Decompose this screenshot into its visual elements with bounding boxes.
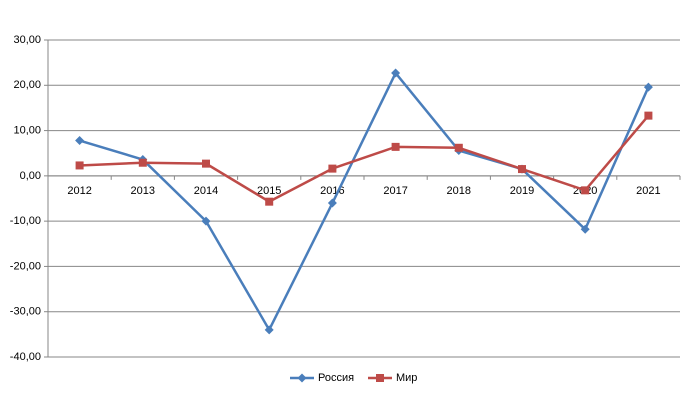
data-point bbox=[580, 224, 590, 234]
legend-item-2: Мир bbox=[368, 372, 417, 384]
data-point bbox=[518, 165, 526, 174]
data-point bbox=[202, 159, 210, 168]
y-tick-label: -30,00 bbox=[10, 306, 41, 318]
y-tick-label: -40,00 bbox=[10, 351, 41, 363]
data-point bbox=[265, 197, 274, 206]
y-tick-label: 10,00 bbox=[13, 124, 41, 136]
y-tick-label: 30,00 bbox=[13, 34, 41, 46]
x-tick-label: 2021 bbox=[636, 185, 660, 197]
data-point bbox=[328, 164, 337, 173]
data-point bbox=[454, 143, 463, 152]
y-tick-label: -10,00 bbox=[10, 215, 41, 227]
legend-swatch-marker bbox=[297, 373, 307, 383]
data-point bbox=[264, 325, 274, 335]
data-point bbox=[581, 186, 590, 195]
data-point bbox=[391, 68, 401, 78]
x-tick-label: 2018 bbox=[447, 185, 471, 197]
y-tick-label: 20,00 bbox=[13, 79, 41, 91]
series-line bbox=[79, 71, 650, 332]
legend-label: Мир bbox=[396, 372, 417, 384]
data-point bbox=[201, 216, 211, 226]
x-tick-label: 2014 bbox=[194, 185, 218, 197]
data-point bbox=[75, 136, 85, 146]
legend-swatch-marker bbox=[376, 374, 384, 382]
y-axis-ticks: 30,00 20,00 10,00 0,00 -10,00 -20,00 -30,00 -40… bbox=[10, 34, 49, 363]
gridlines bbox=[48, 39, 680, 358]
x-tick-label: 2012 bbox=[67, 185, 91, 197]
series-line bbox=[79, 114, 650, 203]
x-tick-label: 2015 bbox=[257, 185, 281, 197]
legend-label: Россия bbox=[318, 372, 354, 384]
data-point bbox=[327, 198, 337, 208]
series-2 bbox=[75, 111, 653, 206]
x-tick-label: 2019 bbox=[510, 185, 534, 197]
legend-item-1: Россия bbox=[290, 372, 354, 384]
y-tick-label: 0,00 bbox=[20, 170, 41, 182]
x-tick-label: 2013 bbox=[131, 185, 155, 197]
x-axis: 2012201320142015201620172018201920202021 bbox=[47, 175, 681, 197]
data-point bbox=[138, 158, 147, 167]
data-point bbox=[644, 111, 653, 120]
data-point bbox=[75, 161, 84, 170]
series-1 bbox=[75, 68, 653, 335]
y-tick-label: -20,00 bbox=[10, 260, 41, 272]
data-point bbox=[643, 82, 653, 92]
series-group bbox=[75, 68, 653, 335]
x-tick-label: 2017 bbox=[383, 185, 407, 197]
data-point bbox=[391, 142, 400, 151]
legend: Россия Мир bbox=[290, 372, 417, 384]
